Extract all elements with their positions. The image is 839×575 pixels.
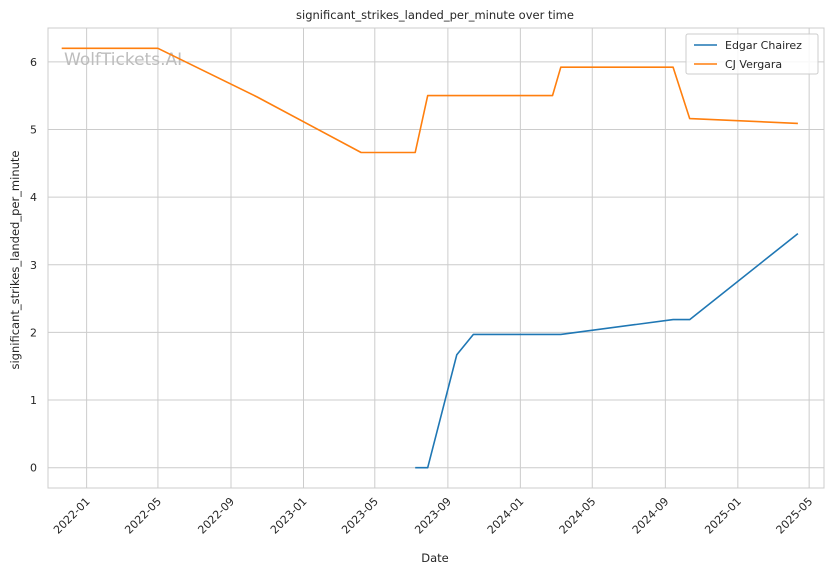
grid-lines [48,28,824,488]
y-tick-label: 3 [30,259,37,272]
series-line-cj-vergara [61,47,798,154]
y-tick-label: 0 [30,462,37,475]
y-tick-label: 6 [30,56,37,69]
chart-title: significant_strikes_landed_per_minute ov… [296,8,574,22]
y-axis-label: significant_strikes_landed_per_minute [8,151,22,370]
x-axis-label: Date [421,551,449,565]
y-tick-label: 1 [30,394,37,407]
series-line-edgar-chairez [415,232,799,469]
watermark: WolfTickets.AI [64,50,182,70]
legend: Edgar Chairez CJ Vergara [685,33,819,75]
y-axis-ticks: 0 1 2 3 4 5 6 [30,56,37,475]
series-layer [61,47,799,469]
y-tick-label: 4 [30,191,37,204]
plot-area-frame [47,27,825,489]
legend-label-cj-vergara: CJ Vergara [725,58,782,71]
legend-box [685,33,819,75]
y-tick-label: 5 [30,123,37,136]
y-tick-label: 2 [30,326,37,339]
legend-label-edgar-chairez: Edgar Chairez [725,39,802,52]
